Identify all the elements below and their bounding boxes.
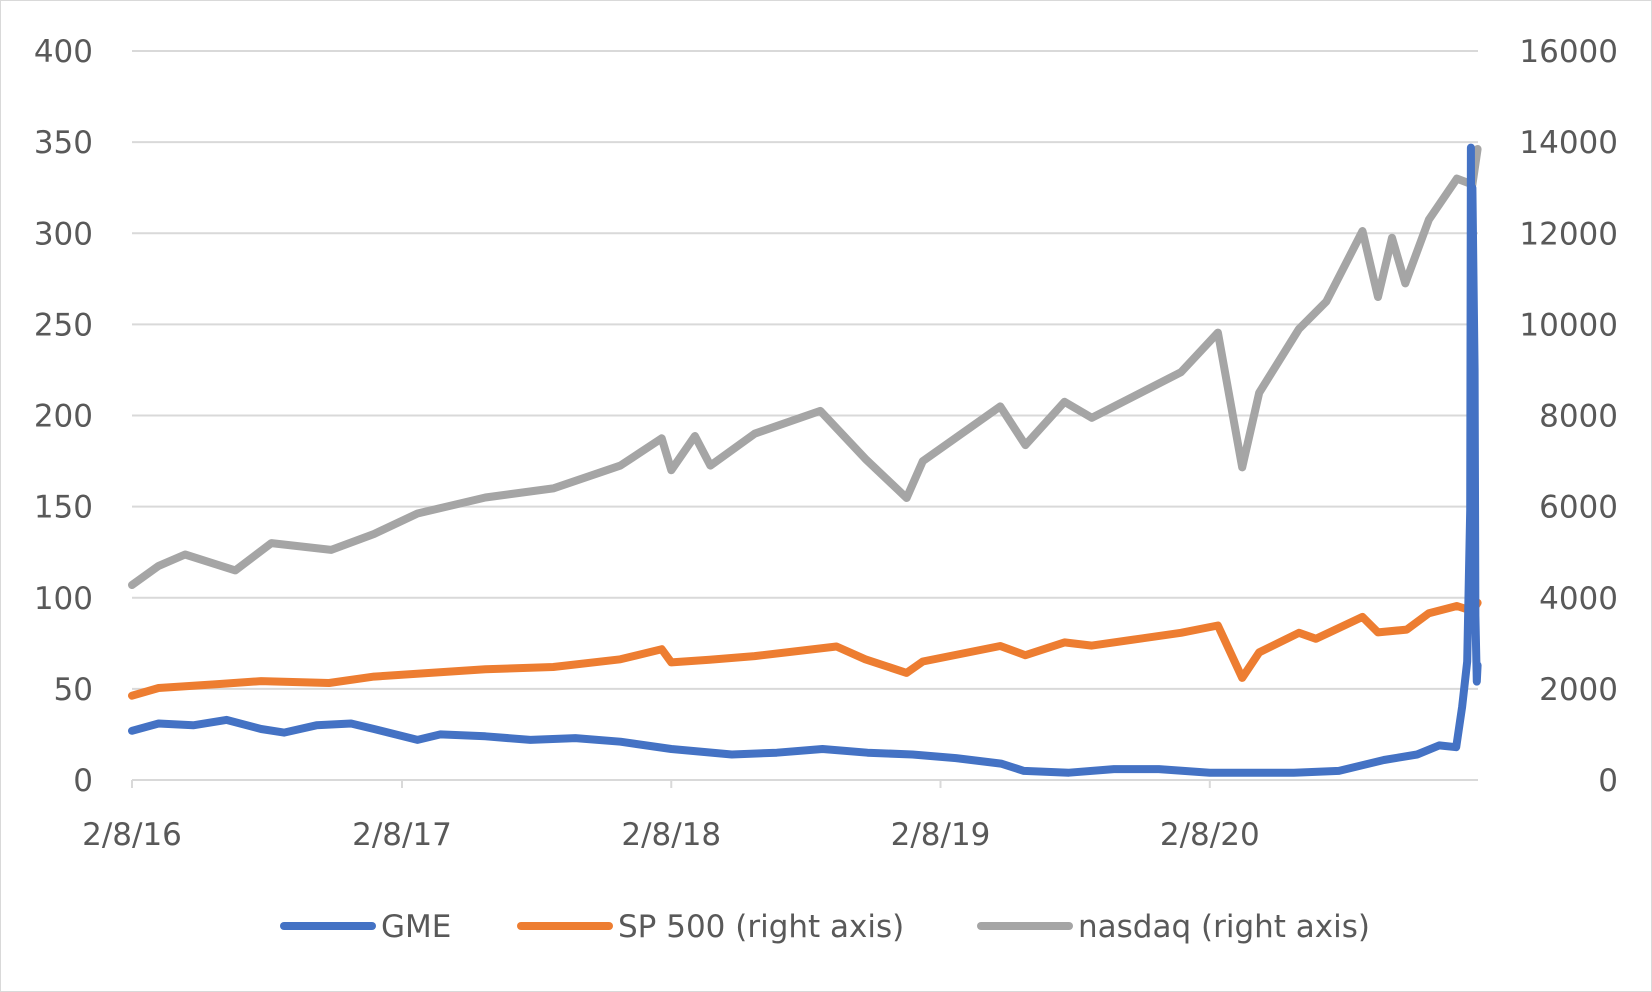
right-y-tick-label: 6000 (1539, 490, 1618, 526)
series-line-sp-500-right-axis (128, 598, 1482, 700)
left-y-tick-label: 150 (34, 490, 93, 526)
legend-label: GME (381, 909, 451, 945)
right-y-axis: 0 2000 4000 6000 8000 10000 12000 14000 16000 (1519, 34, 1618, 799)
left-y-tick-label: 50 (54, 672, 93, 708)
left-y-axis: 0 50 100 150 200 250 300 350 400 (34, 34, 93, 799)
right-y-tick-label: 4000 (1539, 581, 1618, 617)
x-tick-label: 2/8/18 (621, 817, 721, 853)
legend-item-gme: GME (280, 909, 451, 945)
legend-item-nasdaq-right-axis: nasdaq (right axis) (977, 909, 1370, 945)
legend: GME SP 500 (right axis) nasdaq (right axis… (280, 909, 1370, 945)
left-y-tick-label: 400 (34, 34, 93, 70)
right-y-tick-label: 12000 (1519, 216, 1618, 252)
x-tick-label: 2/8/16 (82, 817, 182, 853)
series-line-gme (128, 143, 1482, 777)
x-tick-label: 2/8/17 (352, 817, 452, 853)
right-y-tick-label: 10000 (1519, 307, 1618, 343)
right-y-tick-label: 16000 (1519, 34, 1618, 70)
left-y-tick-label: 0 (73, 763, 93, 799)
left-y-tick-label: 250 (34, 307, 93, 343)
left-y-tick-label: 300 (34, 216, 93, 252)
right-y-tick-label: 8000 (1539, 399, 1618, 435)
left-y-tick-label: 350 (34, 125, 93, 161)
left-y-tick-label: 200 (34, 399, 93, 435)
right-y-tick-label: 0 (1598, 763, 1618, 799)
gridlines (132, 50, 1478, 690)
legend-item-sp-500-right-axis: SP 500 (right axis) (517, 909, 904, 945)
series-lines (128, 143, 1482, 777)
x-axis: 2/8/16 2/8/17 2/8/18 2/8/19 2/8/20 (82, 779, 1478, 853)
x-tick-label: 2/8/20 (1160, 817, 1260, 853)
right-y-tick-label: 2000 (1539, 672, 1618, 708)
legend-label: SP 500 (right axis) (618, 909, 904, 945)
right-y-tick-label: 14000 (1519, 125, 1618, 161)
left-y-tick-label: 100 (34, 581, 93, 617)
legend-label: nasdaq (right axis) (1078, 909, 1370, 945)
series-line-nasdaq-right-axis (128, 145, 1482, 589)
x-tick-label: 2/8/19 (891, 817, 991, 853)
